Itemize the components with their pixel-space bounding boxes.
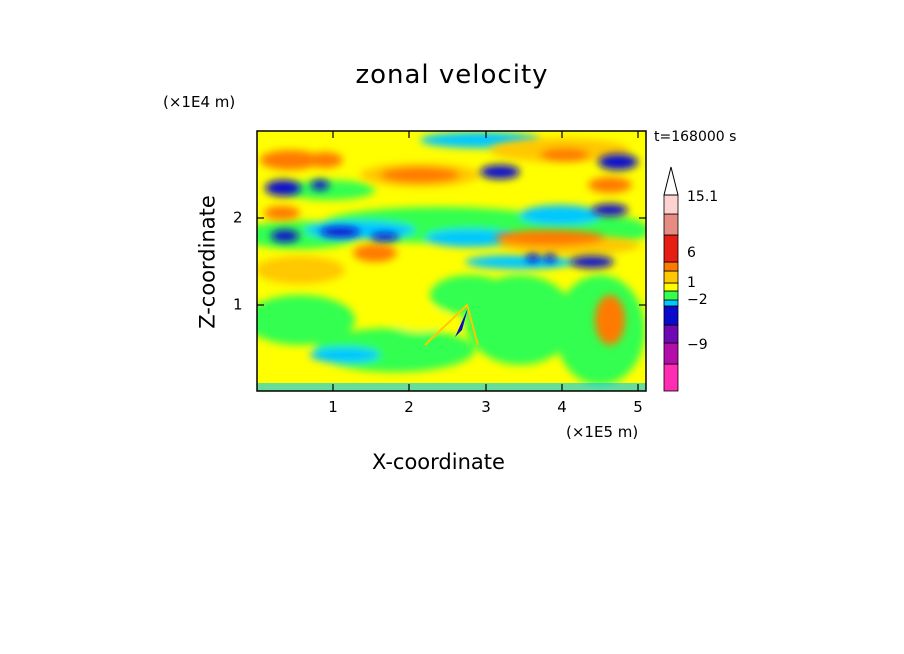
colorbar-segment: [663, 342, 679, 365]
field-spike: [455, 308, 468, 337]
time-label: t=168000 s: [654, 129, 737, 145]
colorbar-segment: [663, 290, 679, 301]
colorbar-segment: [663, 305, 679, 326]
field-edge-bottom: [257, 383, 646, 391]
colorbar-segment: [663, 213, 679, 236]
y-axis-label: Z-coordinate: [195, 195, 220, 329]
x-tick-label: 4: [557, 398, 567, 416]
x-tick-label: 5: [633, 398, 643, 416]
y-tick-label: 2: [233, 208, 243, 227]
chart-title: zonal velocity: [355, 60, 549, 90]
field-high-bands: [257, 138, 640, 345]
field-negative-cores: [265, 154, 638, 268]
colorbar-label: 1: [687, 275, 696, 291]
plot-frame: [256, 130, 647, 392]
colorbar: [663, 166, 679, 392]
colorbar-segment: [663, 363, 679, 392]
colorbar-segment: [663, 299, 679, 307]
x-tick-label: 3: [481, 398, 491, 416]
colorbar-label: 15.1: [687, 189, 719, 205]
x-tick-label: 1: [328, 398, 338, 416]
x-tick-label: 2: [404, 398, 414, 416]
colorbar-segment: [663, 234, 679, 263]
field-low-bands: [257, 132, 646, 385]
colorbar-segment: [663, 324, 679, 344]
colorbar-label: −2: [687, 292, 708, 308]
y-tick-label: 1: [233, 295, 243, 314]
field-spike-line: [424, 303, 479, 346]
x-axis-multiplier: (×1E5 m): [566, 423, 639, 441]
colorbar-label: −9: [687, 337, 708, 353]
colorbar-segment: [663, 194, 679, 215]
tick-marks: [257, 131, 646, 391]
colorbar-segment: [663, 270, 679, 284]
colorbar-segment: [663, 261, 679, 272]
colorbar-overflow-triangle: [663, 166, 679, 196]
colorbar-segment: [663, 282, 679, 292]
y-axis-multiplier: (×1E4 m): [163, 93, 236, 111]
colorbar-label: 6: [687, 245, 696, 261]
x-axis-label: X-coordinate: [372, 450, 505, 474]
